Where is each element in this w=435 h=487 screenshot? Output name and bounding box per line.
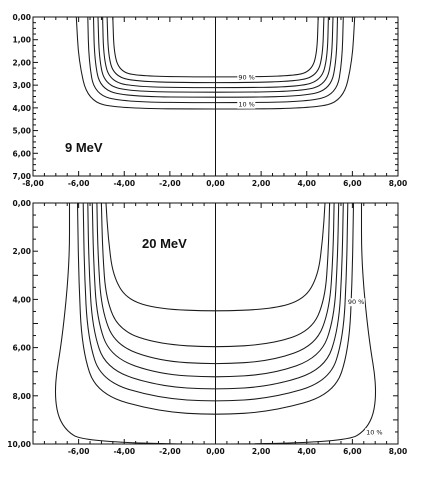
x-tick-label: 0,00 <box>206 179 225 188</box>
isodose-curve-4 <box>97 16 334 93</box>
isodose-curve-3 <box>96 202 335 365</box>
isodose-percent-label: 90 % <box>348 298 365 306</box>
y-tick-label: 10,00 <box>7 440 31 449</box>
x-tick-label: -6,00 <box>68 179 90 188</box>
x-tick-label: -4,00 <box>113 179 135 188</box>
y-tick-label: 8,00 <box>12 392 31 401</box>
isodose-curve-6 <box>87 16 344 104</box>
y-tick-label: 3,00 <box>12 81 31 90</box>
isodose-curve-1 <box>105 202 326 312</box>
x-tick-label: 4,00 <box>297 179 316 188</box>
y-tick-label: 7,00 <box>12 172 31 181</box>
isodose-curve-2 <box>106 16 325 84</box>
y-tick-label: 4,00 <box>12 104 31 113</box>
y-tick-label: 6,00 <box>12 344 31 353</box>
x-tick-label: 2,00 <box>252 179 271 188</box>
y-tick-label: 0,00 <box>12 13 31 22</box>
isodose-curve-4 <box>91 202 340 378</box>
isodose-curve-5 <box>92 16 339 98</box>
isodose-percent-label: 10 % <box>366 428 383 436</box>
y-tick-label: 0,00 <box>12 199 31 208</box>
isodose-curve-7 <box>75 16 356 110</box>
isodose-percent-label: 10 % <box>238 101 255 109</box>
x-tick-label: 2,00 <box>252 447 271 456</box>
x-tick-label: 8,00 <box>389 447 408 456</box>
isodose-label-bg <box>237 100 256 109</box>
x-tick-label: -6,00 <box>68 447 90 456</box>
y-tick-label: 4,00 <box>12 295 31 304</box>
x-tick-label: 6,00 <box>343 447 362 456</box>
x-tick-label: -2,00 <box>159 447 181 456</box>
x-tick-label: -4,00 <box>113 447 135 456</box>
isodose-label-bg <box>237 73 256 82</box>
isodose-curve-8 <box>54 203 377 445</box>
y-tick-label: 2,00 <box>12 247 31 256</box>
isodose-label-bg <box>365 428 384 437</box>
x-tick-label: 4,00 <box>297 447 316 456</box>
x-tick-label: 6,00 <box>343 179 362 188</box>
x-tick-label: -8,00 <box>22 179 44 188</box>
isodose-percent-label: 90 % <box>238 73 255 81</box>
isodose-curve-5 <box>87 202 344 390</box>
y-tick-label: 6,00 <box>12 149 31 158</box>
y-tick-label: 2,00 <box>12 58 31 67</box>
y-tick-label: 5,00 <box>12 127 31 136</box>
panel-20-mev: -6,00 -4,00 -2,00 0,00 2,00 4,00 6,00 8,00 0,00 2… <box>7 199 407 456</box>
panel-9-mev: -8,00 -6,00 -4,00 -2,00 0,00 2,00 4,00 6,00 8,00… <box>12 13 407 188</box>
isodose-curve-6 <box>82 202 349 402</box>
isodose-label-bg <box>346 298 365 307</box>
y-tick-label: 1,00 <box>12 36 31 45</box>
isodose-curve-2 <box>100 202 331 348</box>
x-tick-label: 0,00 <box>206 447 225 456</box>
beam-energy-label: 20 MeV <box>142 236 187 251</box>
isodose-curve-3 <box>102 16 329 89</box>
x-tick-label: -2,00 <box>159 179 181 188</box>
beam-energy-label: 9 MeV <box>65 140 103 155</box>
isodose-curve-1 <box>112 16 319 78</box>
isodose-curve-7 <box>76 202 355 415</box>
x-tick-label: 8,00 <box>389 179 408 188</box>
